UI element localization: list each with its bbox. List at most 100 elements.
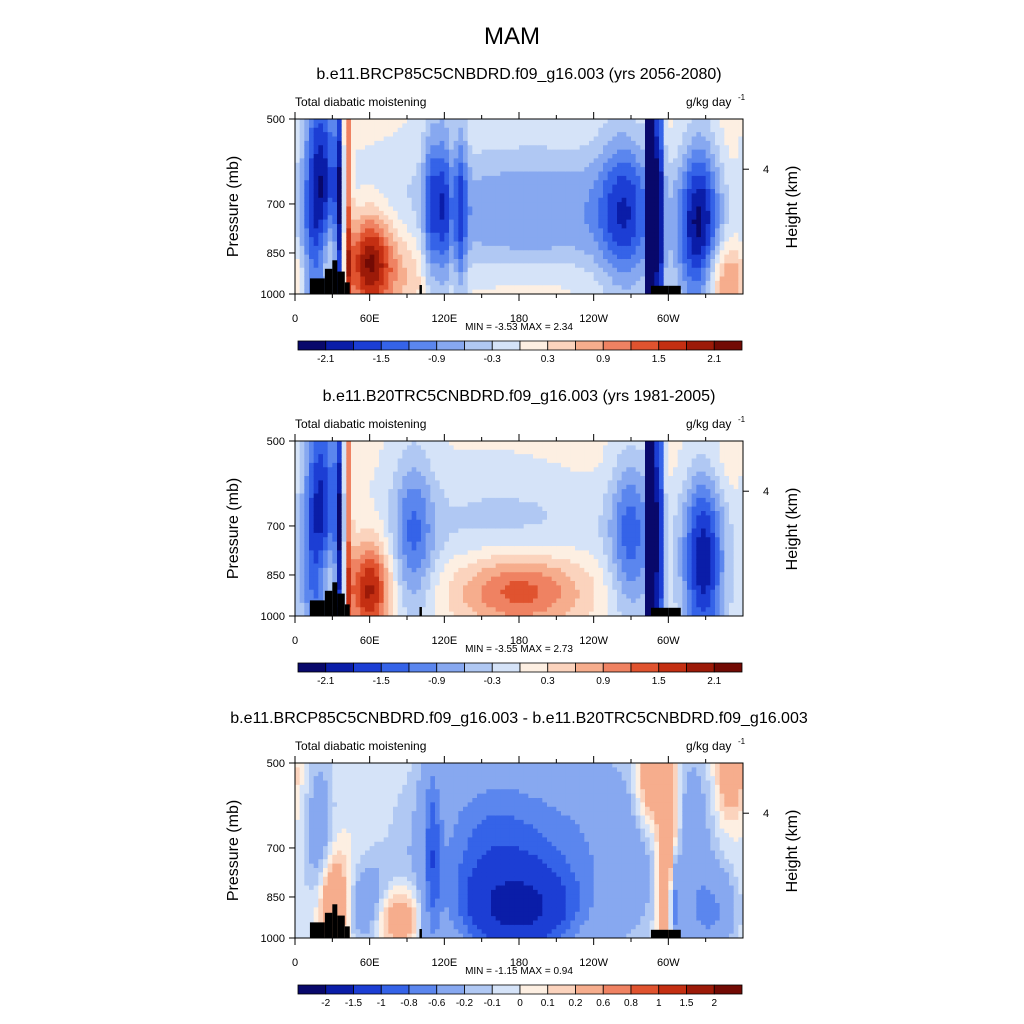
heatmap-cell	[607, 280, 613, 286]
heatmap-cell	[379, 471, 385, 477]
heatmap-cell	[631, 215, 637, 221]
heatmap-cell	[607, 175, 613, 181]
heatmap-cell	[360, 506, 366, 512]
heatmap-cell	[467, 206, 473, 212]
heatmap-cell	[612, 285, 618, 291]
heatmap-cell	[374, 550, 380, 556]
heatmap-cell	[495, 232, 501, 238]
heatmap-cell	[701, 180, 707, 186]
heatmap-cell	[374, 145, 380, 151]
heatmap-cell	[304, 559, 310, 564]
heatmap-cell	[407, 471, 413, 477]
heatmap-cell	[729, 175, 735, 181]
heatmap-cell	[379, 467, 385, 473]
heatmap-cell	[719, 184, 725, 190]
heatmap-cell	[425, 272, 431, 277]
heatmap-cell	[472, 241, 478, 247]
colorbar-box	[713, 340, 743, 351]
heatmap-cell	[472, 127, 478, 133]
heatmap-cell	[388, 480, 394, 486]
heatmap-cell	[327, 493, 333, 499]
heatmap-cell	[654, 210, 660, 216]
heatmap-cell	[626, 167, 632, 172]
heatmap-cell	[519, 167, 525, 172]
heatmap-cell	[696, 193, 702, 199]
heatmap-cell	[579, 259, 585, 264]
heatmap-cell	[318, 136, 324, 142]
heatmap-cell	[715, 232, 721, 238]
heatmap-cell	[733, 263, 739, 269]
heatmap-cell	[528, 254, 534, 260]
heatmap-cell	[542, 267, 548, 273]
heatmap-cell	[407, 136, 413, 142]
heatmap-cell	[738, 237, 744, 242]
heatmap-cell	[556, 272, 562, 277]
heatmap-cell	[421, 206, 427, 212]
heatmap-cell	[537, 254, 543, 260]
heatmap-cell	[691, 119, 697, 124]
heatmap-cell	[355, 123, 361, 129]
heatmap-cell	[393, 554, 399, 560]
heatmap-cell	[631, 232, 637, 238]
heatmap-cell	[425, 175, 431, 181]
heatmap-cell	[383, 576, 389, 582]
heatmap-cell	[299, 449, 305, 455]
heatmap-cell	[635, 263, 641, 269]
heatmap-cell	[351, 250, 357, 256]
heatmap-cell	[388, 272, 394, 277]
heatmap-cell	[383, 454, 389, 459]
heatmap-cell	[547, 259, 553, 264]
heatmap-cell	[346, 193, 352, 199]
heatmap-cell	[388, 567, 394, 573]
heatmap-cell	[411, 554, 417, 560]
heatmap-cell	[733, 206, 739, 212]
heatmap-cell	[439, 132, 445, 137]
heatmap-cell	[738, 158, 744, 164]
heatmap-cell	[369, 532, 375, 538]
heatmap-cell	[346, 140, 352, 146]
heatmap-cell	[491, 171, 497, 177]
heatmap-cell	[304, 611, 310, 617]
heatmap-cell	[318, 241, 324, 247]
heatmap-cell	[388, 232, 394, 238]
heatmap-cell	[472, 184, 478, 190]
heatmap-cell	[402, 559, 408, 564]
heatmap-cell	[467, 210, 473, 216]
heatmap-cell	[551, 206, 557, 212]
heatmap-cell	[407, 272, 413, 277]
heatmap-cell	[477, 154, 483, 159]
heatmap-cell	[467, 237, 473, 242]
heatmap-cell	[337, 228, 343, 234]
heatmap-cell	[397, 202, 403, 207]
heatmap-cell	[416, 559, 422, 564]
heatmap-cell	[383, 476, 389, 481]
heatmap-cell	[327, 519, 333, 525]
heatmap-cell	[491, 254, 497, 260]
heatmap-cell	[561, 119, 567, 124]
heatmap-cell	[635, 210, 641, 216]
heatmap-cell	[351, 524, 357, 529]
heatmap-cell	[547, 289, 553, 295]
heatmap-cell	[332, 158, 338, 164]
heatmap-cell	[663, 158, 669, 164]
heatmap-cell	[304, 554, 310, 560]
heatmap-cell	[458, 254, 464, 260]
heatmap-cell	[346, 528, 352, 534]
heatmap-cell	[397, 506, 403, 512]
heatmap-cell	[463, 158, 469, 164]
heatmap-cell	[332, 184, 338, 190]
heatmap-cell	[542, 184, 548, 190]
heatmap-cell	[327, 445, 333, 451]
heatmap-cell	[523, 202, 529, 207]
heatmap-cell	[463, 193, 469, 199]
heatmap-cell	[318, 162, 324, 168]
heatmap-cell	[733, 232, 739, 238]
heatmap-cell	[472, 254, 478, 260]
heatmap-cell	[565, 132, 571, 137]
heatmap-cell	[481, 285, 487, 291]
heatmap-cell	[421, 175, 427, 181]
heatmap-cell	[519, 145, 525, 151]
heatmap-cell	[556, 263, 562, 269]
heatmap-cell	[677, 263, 683, 269]
heatmap-cell	[458, 232, 464, 238]
